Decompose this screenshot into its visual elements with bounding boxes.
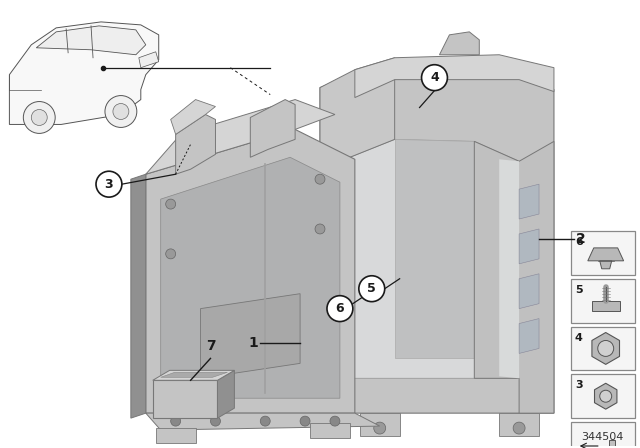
Circle shape	[598, 340, 614, 357]
Polygon shape	[330, 189, 345, 229]
Polygon shape	[320, 58, 395, 413]
Polygon shape	[440, 32, 479, 55]
Circle shape	[300, 416, 310, 426]
Polygon shape	[519, 229, 539, 264]
Polygon shape	[161, 157, 340, 398]
Circle shape	[513, 422, 525, 434]
Polygon shape	[161, 372, 227, 377]
Polygon shape	[10, 22, 159, 125]
Text: 3: 3	[104, 178, 113, 191]
Text: 2: 2	[576, 232, 586, 246]
Circle shape	[315, 174, 325, 184]
Text: 6: 6	[335, 302, 344, 315]
Polygon shape	[218, 370, 234, 418]
Polygon shape	[360, 413, 399, 436]
Text: 3: 3	[575, 380, 582, 390]
Circle shape	[166, 249, 175, 259]
Circle shape	[211, 416, 220, 426]
Circle shape	[23, 102, 55, 134]
Polygon shape	[595, 383, 617, 409]
Polygon shape	[153, 370, 234, 380]
Bar	[571, 231, 635, 275]
Circle shape	[359, 276, 385, 302]
Circle shape	[600, 390, 612, 402]
Polygon shape	[330, 323, 345, 363]
Polygon shape	[131, 174, 146, 418]
Polygon shape	[330, 234, 345, 274]
Bar	[571, 279, 635, 323]
Circle shape	[96, 171, 122, 197]
Circle shape	[166, 199, 175, 209]
Circle shape	[374, 422, 386, 434]
Text: 7: 7	[205, 340, 215, 353]
Polygon shape	[320, 68, 554, 413]
Polygon shape	[310, 423, 350, 438]
Circle shape	[327, 296, 353, 322]
Text: 1: 1	[248, 336, 259, 350]
Polygon shape	[250, 99, 295, 157]
Polygon shape	[519, 184, 539, 219]
Circle shape	[113, 103, 129, 120]
Polygon shape	[175, 115, 216, 174]
Polygon shape	[153, 380, 218, 418]
Text: 6: 6	[575, 237, 583, 247]
Bar	[571, 327, 635, 370]
Polygon shape	[519, 274, 539, 309]
Circle shape	[422, 65, 447, 90]
Bar	[571, 375, 635, 418]
Polygon shape	[395, 139, 474, 358]
Polygon shape	[588, 248, 623, 261]
Polygon shape	[592, 332, 620, 364]
Text: 4: 4	[430, 71, 439, 84]
Polygon shape	[156, 428, 196, 443]
Polygon shape	[474, 142, 554, 413]
Polygon shape	[146, 413, 380, 430]
Circle shape	[171, 416, 180, 426]
Polygon shape	[345, 139, 519, 378]
Polygon shape	[499, 413, 539, 436]
Text: 5: 5	[575, 285, 582, 295]
Polygon shape	[330, 279, 345, 319]
Circle shape	[31, 109, 47, 125]
Circle shape	[260, 416, 270, 426]
Polygon shape	[592, 301, 620, 310]
Bar	[571, 422, 635, 448]
Polygon shape	[139, 52, 159, 68]
Polygon shape	[36, 26, 146, 55]
Circle shape	[330, 416, 340, 426]
Polygon shape	[146, 129, 355, 413]
Text: 344504: 344504	[582, 432, 624, 442]
Circle shape	[105, 95, 137, 127]
Polygon shape	[171, 99, 216, 134]
Text: 5: 5	[367, 282, 376, 295]
Polygon shape	[200, 294, 300, 378]
Circle shape	[315, 224, 325, 234]
Polygon shape	[355, 55, 554, 98]
Polygon shape	[499, 159, 519, 378]
Polygon shape	[519, 319, 539, 353]
Polygon shape	[146, 99, 335, 174]
Polygon shape	[579, 440, 628, 448]
Text: 4: 4	[575, 332, 583, 343]
Polygon shape	[600, 261, 612, 269]
